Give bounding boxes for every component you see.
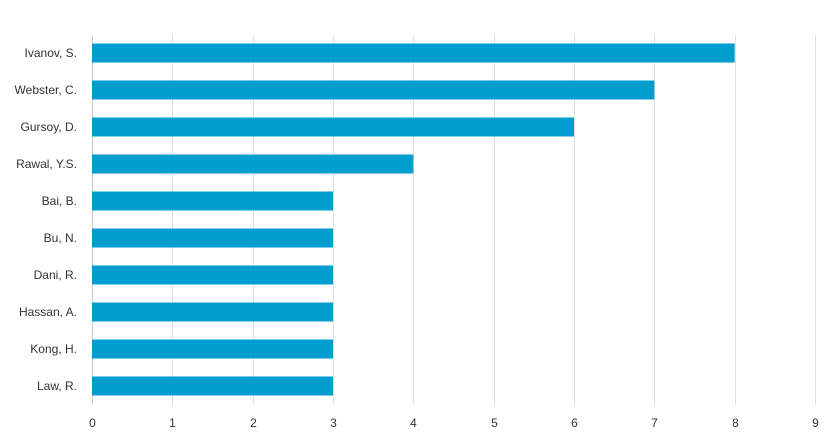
- bar: [92, 154, 414, 174]
- category-label: Ivanov, S.: [25, 46, 77, 60]
- bar: [92, 191, 333, 211]
- x-tick-label: 9: [812, 416, 819, 430]
- category-label: Bai, B.: [42, 194, 77, 208]
- category-label: Law, R.: [37, 379, 77, 393]
- bar: [92, 302, 333, 322]
- category-label: Webster, C.: [15, 83, 77, 97]
- category-labels: Ivanov, S. Webster, C. Gursoy, D. Rawal, Y.…: [15, 46, 77, 393]
- bar: [92, 80, 655, 100]
- bar: [92, 265, 333, 285]
- x-tick-label: 4: [410, 416, 417, 430]
- category-label: Gursoy, D.: [21, 120, 77, 134]
- x-axis-tick-labels: 0 1 2 3 4 5 6 7 8 9: [89, 416, 819, 430]
- x-tick-label: 1: [169, 416, 176, 430]
- bar: [92, 339, 333, 359]
- category-label: Kong, H.: [30, 342, 77, 356]
- category-label: Hassan, A.: [19, 305, 77, 319]
- category-label: Bu, N.: [44, 231, 77, 245]
- x-tick-label: 3: [330, 416, 337, 430]
- x-tick-label: 7: [651, 416, 658, 430]
- x-tick-label: 2: [250, 416, 257, 430]
- x-tick-label: 8: [732, 416, 739, 430]
- bar: [92, 228, 333, 248]
- x-tick-label: 6: [571, 416, 578, 430]
- bars: [92, 43, 735, 396]
- category-label: Dani, R.: [34, 268, 77, 282]
- bar: [92, 43, 735, 63]
- bar: [92, 376, 333, 396]
- bar: [92, 117, 574, 137]
- category-label: Rawal, Y.S.: [16, 157, 77, 171]
- x-tick-label: 5: [491, 416, 498, 430]
- x-tick-label: 0: [89, 416, 96, 430]
